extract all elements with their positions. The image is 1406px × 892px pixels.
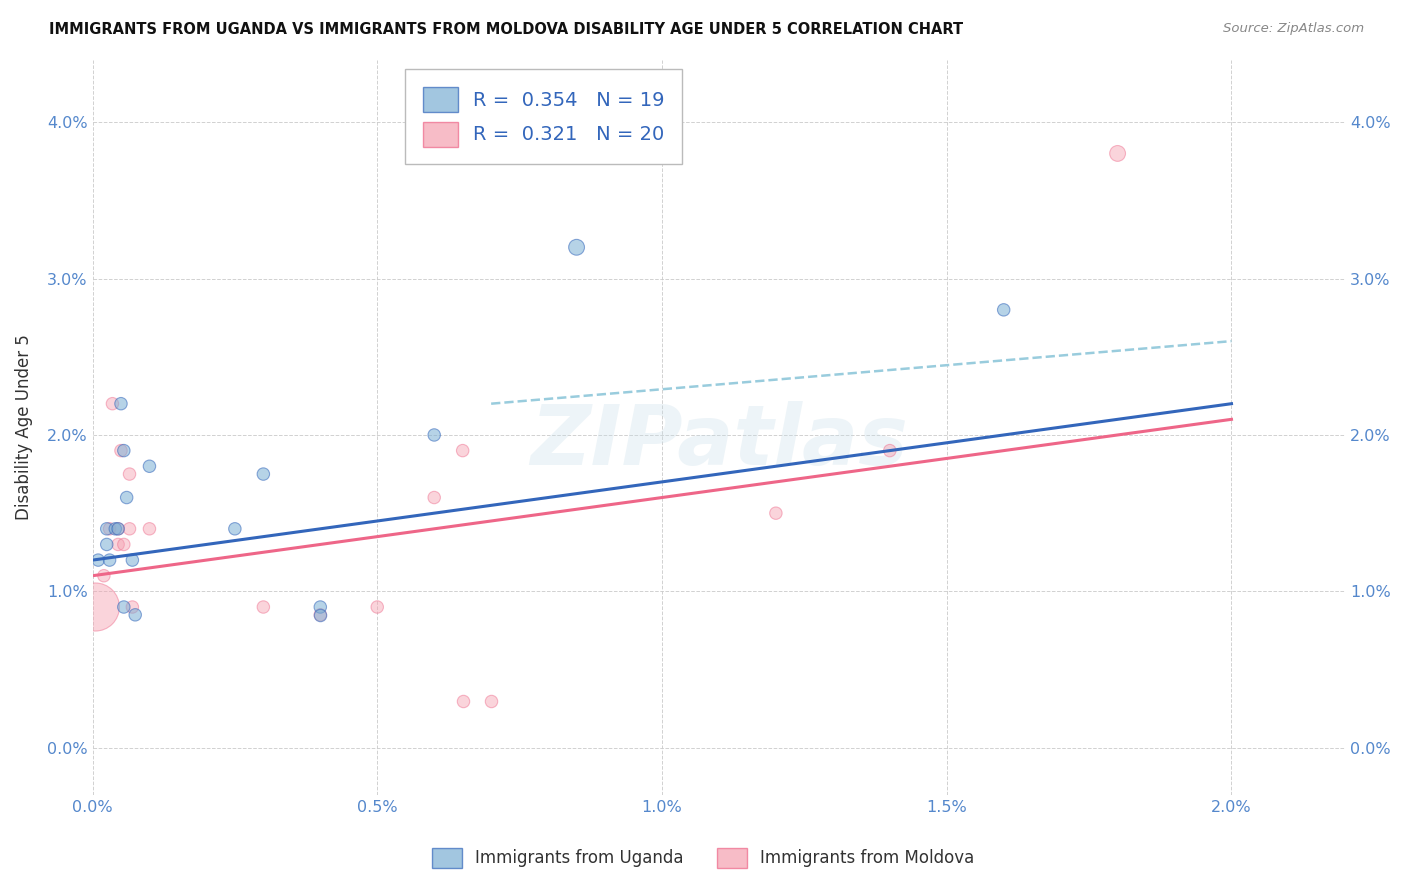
Point	[138, 459, 160, 474]
Text: Source: ZipAtlas.com: Source: ZipAtlas.com	[1223, 22, 1364, 36]
Point	[112, 600, 135, 615]
Point	[138, 522, 160, 536]
Point	[252, 600, 274, 615]
Text: ZIPatlas: ZIPatlas	[530, 401, 908, 483]
Point	[110, 397, 132, 411]
Point	[118, 522, 141, 536]
Point	[423, 428, 446, 442]
Point	[121, 600, 143, 615]
Point	[96, 537, 118, 551]
Text: IMMIGRANTS FROM UGANDA VS IMMIGRANTS FROM MOLDOVA DISABILITY AGE UNDER 5 CORRELA: IMMIGRANTS FROM UGANDA VS IMMIGRANTS FRO…	[49, 22, 963, 37]
Point	[112, 537, 135, 551]
Point	[224, 522, 246, 536]
Legend: Immigrants from Uganda, Immigrants from Moldova: Immigrants from Uganda, Immigrants from …	[425, 841, 981, 875]
Point	[423, 491, 446, 505]
Point	[98, 553, 121, 567]
Point	[87, 553, 110, 567]
Point	[101, 397, 124, 411]
Point	[118, 467, 141, 481]
Point	[765, 506, 787, 520]
Point	[110, 443, 132, 458]
Point	[107, 522, 129, 536]
Point	[107, 537, 129, 551]
Point	[451, 443, 474, 458]
Point	[993, 302, 1015, 317]
Point	[112, 443, 135, 458]
Y-axis label: Disability Age Under 5: Disability Age Under 5	[15, 334, 32, 520]
Point	[879, 443, 901, 458]
Point	[479, 694, 502, 708]
Point	[451, 694, 474, 708]
Legend: R =  0.354   N = 19, R =  0.321   N = 20: R = 0.354 N = 19, R = 0.321 N = 20	[405, 70, 682, 164]
Point	[252, 467, 274, 481]
Point	[121, 553, 143, 567]
Point	[93, 568, 115, 582]
Point	[84, 600, 107, 615]
Point	[107, 522, 129, 536]
Point	[115, 491, 138, 505]
Point	[104, 522, 127, 536]
Point	[96, 522, 118, 536]
Point	[309, 607, 332, 622]
Point	[98, 522, 121, 536]
Point	[366, 600, 388, 615]
Point	[1107, 146, 1129, 161]
Point	[309, 607, 332, 622]
Point	[309, 600, 332, 615]
Point	[124, 607, 146, 622]
Point	[565, 240, 588, 254]
